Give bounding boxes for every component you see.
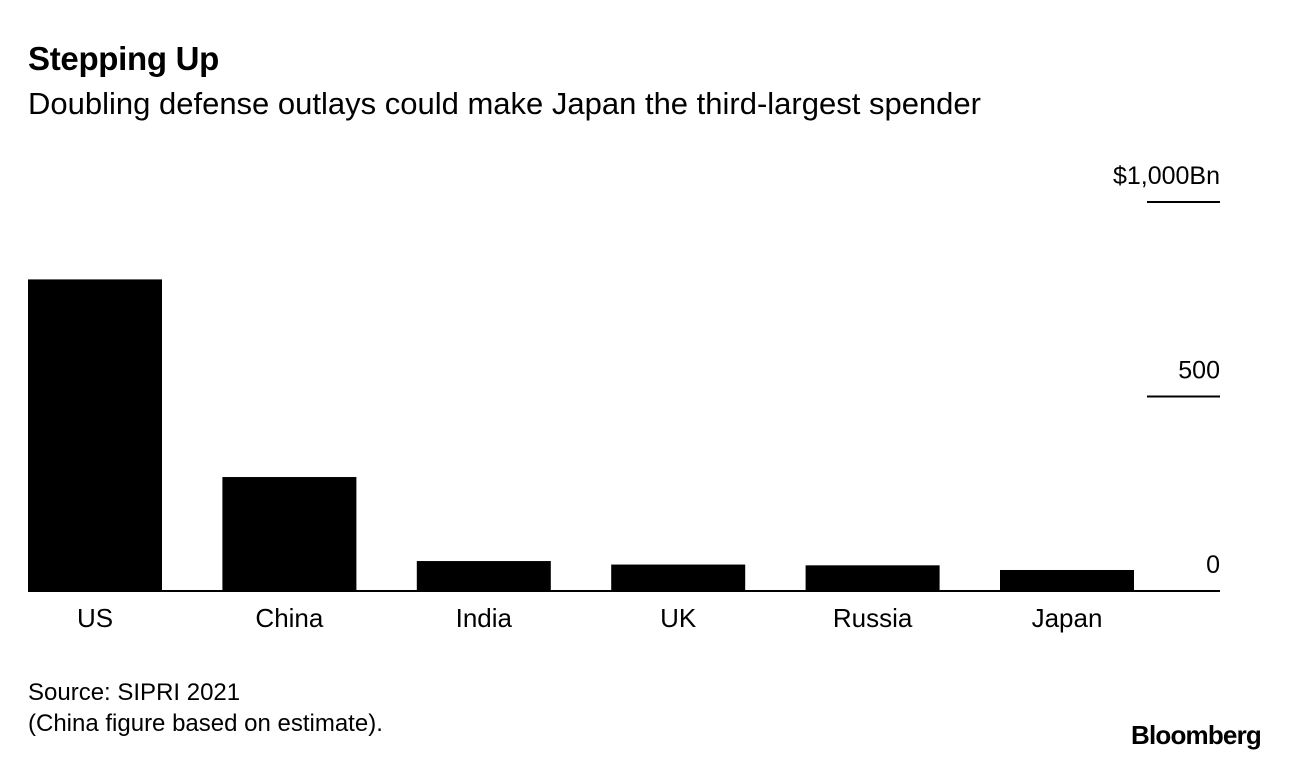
chart-subtitle: Doubling defense outlays could make Japa… [28,86,981,121]
source-line: Source: SIPRI 2021 [28,679,241,706]
source-footnote: (China figure based on estimate). [28,710,383,737]
y-tick-label: 500 [1178,357,1220,385]
bar-china [222,477,357,591]
y-tick-label: $1,000Bn [1113,162,1220,190]
bar-uk [611,564,746,591]
chart-title: Stepping Up [28,40,220,77]
category-label: China [255,603,323,633]
source-note: Source: SIPRI 2021 (China figure based o… [28,677,383,739]
category-label: India [456,603,513,633]
bar-india [416,561,551,591]
bloomberg-logo: Bloomberg [1130,720,1262,750]
bar-japan [1000,569,1134,591]
category-label: Russia [833,603,913,633]
category-label: US [77,603,113,633]
y-tick-label: 0 [1206,551,1220,579]
bar-us [28,279,162,591]
category-label: Japan [1032,603,1103,633]
category-label: UK [660,603,697,633]
bar-russia [805,565,940,591]
